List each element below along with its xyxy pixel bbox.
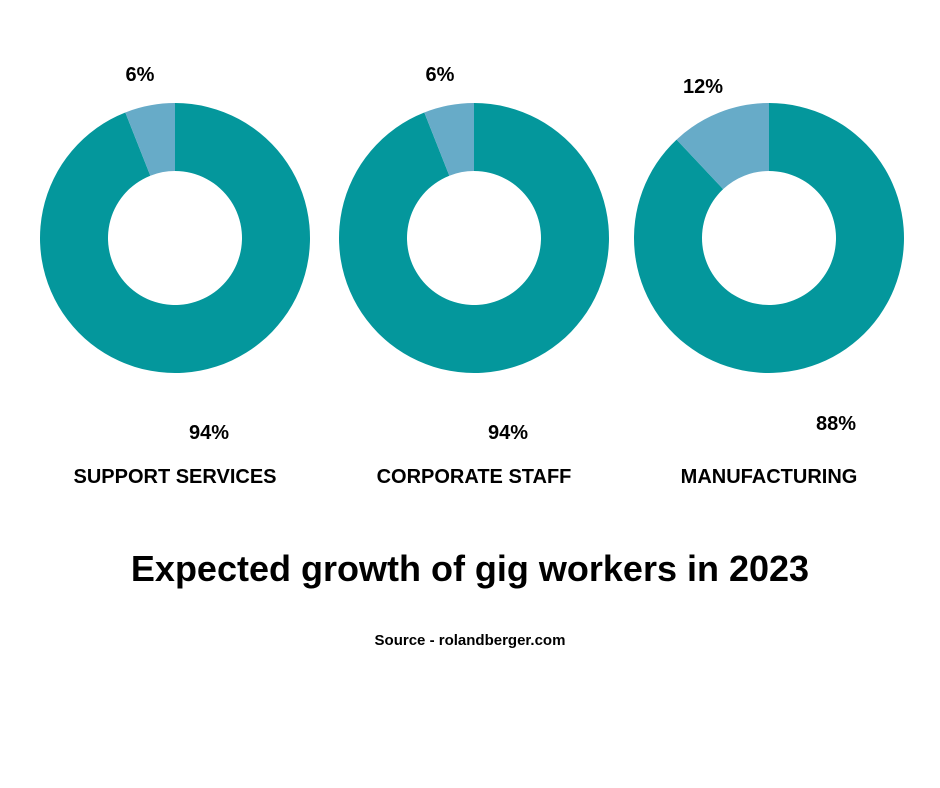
donut-slice-major: [39, 103, 311, 373]
donut-slice-minor: [676, 103, 769, 190]
slice-label-minor: 6%: [125, 64, 155, 86]
slice-label-minor: 12%: [682, 76, 724, 98]
donut-slice-major: [634, 103, 904, 373]
donut-slice-major: [338, 103, 610, 373]
slice-label-minor: 6%: [425, 64, 455, 86]
slice-label-major: 88%: [815, 413, 857, 435]
donut-slice-minor: [424, 103, 474, 176]
category-label: CORPORATE STAFF: [376, 466, 572, 488]
source-note: Source - rolandberger.com: [374, 632, 566, 649]
category-label: MANUFACTURING: [680, 466, 858, 488]
slice-label-major: 94%: [487, 422, 529, 444]
slice-label-major: 94%: [188, 422, 230, 444]
category-label: SUPPORT SERVICES: [73, 466, 277, 488]
chart-title: Expected growth of gig workers in 2023: [130, 548, 810, 589]
donut-slice-minor: [125, 103, 175, 176]
